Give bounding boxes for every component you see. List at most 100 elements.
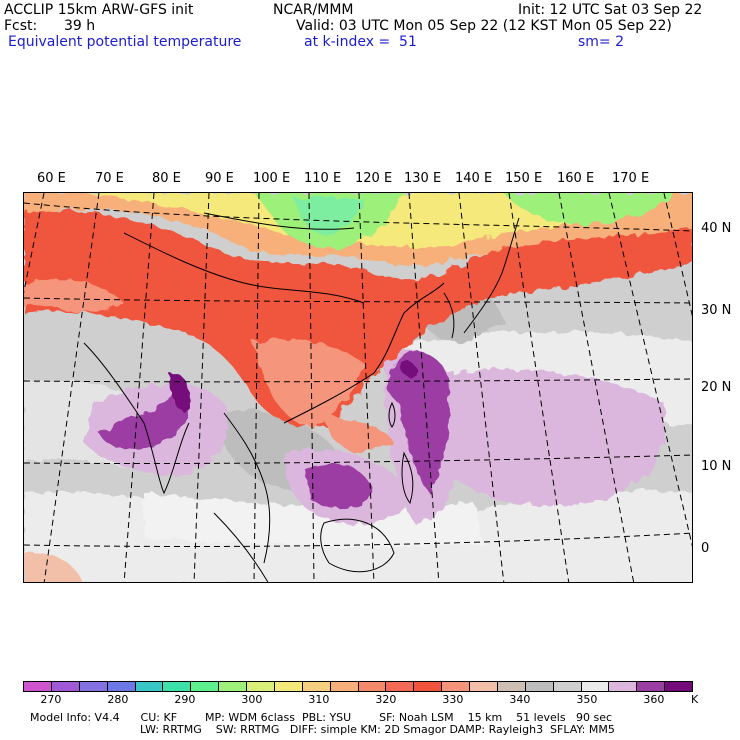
meridian-line — [458, 193, 505, 582]
colorbar-swatch — [609, 682, 638, 691]
colorbar-swatch — [414, 682, 443, 691]
colorbar-swatch — [553, 682, 582, 691]
model-title: ACCLIP 15km ARW-GFS init — [4, 2, 194, 18]
colorbar-swatch — [637, 682, 666, 691]
colorbar-unit: K — [691, 693, 699, 706]
meridian-line — [508, 193, 570, 582]
field-violet-typhoon — [387, 352, 450, 493]
lat-label: 10 N — [701, 459, 732, 474]
coast-indochina — [223, 412, 271, 564]
lon-label: 130 E — [404, 171, 442, 186]
lat-label: 20 N — [701, 380, 732, 395]
level-label: at k-index = 51 — [304, 34, 417, 50]
colorbar-swatch — [79, 682, 108, 691]
border-mongolia — [203, 212, 355, 230]
coast-china — [283, 282, 445, 424]
coast-philippines — [401, 451, 414, 505]
lat-label: 0 — [701, 541, 710, 556]
colorbar-swatch — [497, 682, 526, 691]
meridian-line — [253, 193, 260, 582]
meridian-line — [408, 193, 440, 582]
parallel-line — [24, 297, 692, 304]
field-mint-core — [294, 198, 364, 235]
theta-e-map — [24, 193, 692, 582]
colorbar-swatch — [163, 682, 192, 691]
lon-label: 160 E — [557, 171, 595, 186]
colorbar-swatch — [191, 682, 220, 691]
coast-borneo — [320, 518, 395, 573]
colorbar-swatch — [386, 682, 415, 691]
meridian-line — [558, 193, 635, 582]
parallel-line — [24, 202, 692, 232]
colorbar-swatch — [581, 682, 610, 691]
lon-label: 100 E — [253, 171, 291, 186]
field-name: Equivalent potential temperature — [8, 34, 242, 50]
field-salmon-west — [24, 279, 124, 313]
model-info-line1: Model Info: V4.4 CU: KF MP: WDM 6class P… — [30, 711, 613, 724]
meridian-line — [123, 193, 155, 582]
colorbar-tick-label: 360 — [643, 693, 665, 706]
colorbar-swatch — [51, 682, 80, 691]
lat-label: 40 N — [701, 221, 732, 236]
meridian-line — [43, 193, 100, 582]
smoothing-label: sm= 2 — [578, 34, 625, 50]
colorbar-tick-label: 340 — [509, 693, 531, 706]
meridian-line — [193, 193, 210, 582]
coast-india — [83, 342, 190, 495]
field-salmon-coast — [324, 413, 394, 453]
coast-sumatra — [213, 512, 269, 582]
coast-japan — [463, 217, 520, 334]
colorbar-swatch — [525, 682, 554, 691]
meridian-line — [663, 193, 692, 317]
lon-label: 140 E — [455, 171, 493, 186]
meridian-line — [358, 193, 375, 582]
colorbar — [23, 681, 693, 692]
colorbar-tick-label: 330 — [442, 693, 464, 706]
colorbar-swatch — [135, 682, 164, 691]
field-violet-scs — [304, 463, 374, 509]
lon-label: 60 E — [37, 171, 66, 186]
colorbar-tick-label: 270 — [40, 693, 62, 706]
colorbar-swatch — [107, 682, 136, 691]
meridian-line — [308, 193, 315, 582]
graticule — [24, 193, 692, 582]
colorbar-swatch — [219, 682, 247, 691]
colorbar-tick-label: 320 — [375, 693, 397, 706]
field-salmon-china — [254, 339, 364, 428]
lat-label: 30 N — [701, 303, 732, 318]
colorbar-swatch — [665, 682, 692, 691]
lon-label: 170 E — [612, 171, 650, 186]
coastlines — [83, 212, 520, 582]
parallel-line — [24, 454, 692, 465]
org-label: NCAR/MMM — [273, 2, 354, 18]
lon-label: 150 E — [505, 171, 543, 186]
colorbar-swatch — [358, 682, 387, 691]
parallel-line — [24, 378, 692, 383]
field-violet-core-bay — [169, 372, 191, 412]
meridian-line — [608, 193, 692, 547]
lon-label: 90 E — [205, 171, 234, 186]
border-china — [123, 232, 365, 304]
colorbar-tick-label: 290 — [174, 693, 196, 706]
colorbar-swatch — [274, 682, 303, 691]
colorbar-swatch — [330, 682, 359, 691]
lon-label: 80 E — [152, 171, 181, 186]
field-light-equator — [144, 493, 484, 548]
field-violet-eye — [399, 362, 417, 377]
coast-korea — [443, 292, 455, 339]
colorbar-tick-label: 280 — [107, 693, 129, 706]
map-panel — [23, 192, 693, 583]
valid-time: Valid: 03 UTC Mon 05 Sep 22 (12 KST Mon … — [296, 18, 672, 34]
colorbar-swatch — [247, 682, 275, 691]
lon-label: 70 E — [95, 171, 124, 186]
colorbar-swatch — [302, 682, 331, 691]
lon-label: 110 E — [304, 171, 342, 186]
init-time: Init: 12 UTC Sat 03 Sep 22 — [518, 2, 703, 18]
lon-label: 120 E — [355, 171, 393, 186]
colorbar-swatch — [442, 682, 470, 691]
field-orange-sw — [24, 552, 83, 582]
colorbar-tick-label: 350 — [576, 693, 598, 706]
colorbar-tick-label: 310 — [308, 693, 330, 706]
field-green-ne — [504, 193, 674, 225]
parallel-line — [24, 532, 692, 547]
